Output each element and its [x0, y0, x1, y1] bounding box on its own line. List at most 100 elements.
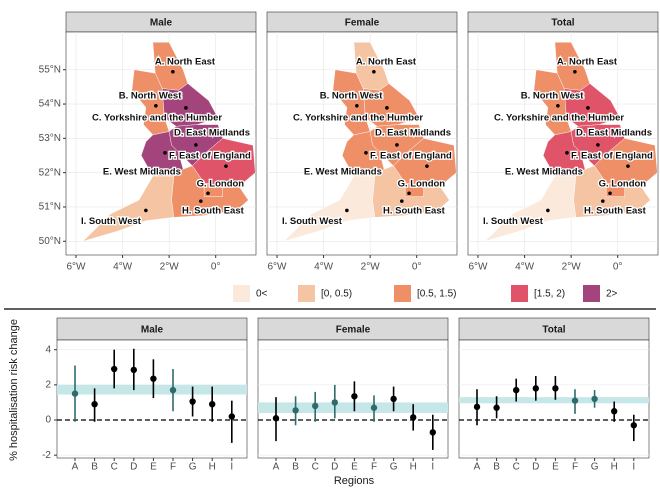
region-dot — [546, 208, 550, 213]
point — [630, 422, 637, 429]
point — [150, 375, 157, 382]
legend-swatch — [298, 285, 315, 302]
point — [312, 402, 319, 410]
region-label: D. East Midlands — [576, 127, 652, 138]
legend-swatch — [511, 285, 528, 302]
x-tick-label: 2°W — [160, 262, 180, 273]
y-tick-label: 0 — [45, 415, 51, 426]
x-tick-label: 0° — [412, 262, 422, 273]
strip-title: Female — [336, 325, 371, 336]
region-dot — [626, 164, 630, 168]
y-tick-label: 53°N — [39, 133, 61, 144]
point — [429, 429, 436, 436]
x-tick-label: E — [351, 462, 358, 473]
region-dot — [206, 191, 210, 196]
x-tick-label: I — [431, 462, 434, 473]
region-dot — [400, 199, 404, 203]
x-tick-label: 0° — [211, 262, 221, 273]
region-label: H. South East — [383, 206, 446, 217]
region-label: F. East of England — [571, 150, 653, 161]
x-tick-label: F — [170, 462, 176, 473]
region-label: B. North West — [320, 90, 383, 101]
x-tick-label: 4°W — [515, 262, 535, 273]
region-label: C. Yorkshire and the Humber — [293, 112, 423, 123]
x-tick-label: H — [410, 462, 417, 473]
x-tick-label: 2°W — [361, 262, 381, 273]
strip-title: Total — [551, 18, 574, 29]
region-label: D. East Midlands — [375, 127, 451, 138]
region-label: G. London — [197, 178, 245, 189]
x-tick-label: H — [209, 462, 216, 473]
region-dot — [425, 164, 429, 168]
region-dot — [355, 103, 359, 108]
x-tick-label: C — [513, 462, 520, 473]
point — [370, 404, 378, 411]
y-axis-title: % hospitalisation risk change — [8, 319, 20, 461]
x-tick-label: 6°W — [67, 262, 87, 273]
x-tick-label: A — [72, 462, 79, 473]
region — [362, 83, 420, 127]
point — [209, 400, 216, 408]
region-dot — [596, 143, 600, 147]
region — [484, 175, 577, 242]
point — [111, 365, 118, 373]
point — [513, 386, 520, 394]
point — [591, 395, 598, 403]
region-label: D. East Midlands — [174, 127, 250, 138]
region-label: F. East of England — [370, 150, 452, 161]
region-label: I. South West — [81, 216, 142, 227]
x-tick-label: B — [91, 462, 98, 473]
x-tick-label: G — [591, 462, 599, 473]
region-dot — [194, 143, 198, 147]
y-tick-label: 50°N — [39, 236, 61, 247]
y-tick-label: -2 — [42, 450, 51, 461]
region-label: G. London — [599, 178, 647, 189]
x-tick-label: G — [390, 462, 398, 473]
region-label: B. North West — [521, 90, 584, 101]
x-tick-label: E — [150, 462, 157, 473]
point — [331, 399, 338, 406]
point — [71, 390, 79, 397]
x-tick-label: 0° — [613, 262, 623, 273]
point — [493, 404, 500, 411]
x-axis-title: Regions — [334, 475, 375, 487]
strip-title: Male — [150, 18, 173, 29]
point — [130, 366, 137, 374]
point — [410, 414, 417, 421]
region-label: C. Yorkshire and the Humber — [494, 112, 624, 123]
region — [283, 175, 376, 242]
x-tick-label: A — [273, 462, 280, 473]
strip-title: Female — [345, 18, 380, 29]
region-label: A. North East — [557, 56, 618, 67]
region-label: I. South West — [483, 216, 544, 227]
region-label: A. North East — [155, 56, 216, 67]
legend-swatch — [583, 285, 600, 302]
x-tick-label: 6°W — [268, 262, 288, 273]
region-dot — [601, 199, 605, 203]
point — [228, 413, 235, 420]
x-tick-label: 2°W — [562, 262, 582, 273]
region-dot — [586, 106, 590, 110]
region — [82, 175, 175, 242]
region-dot — [556, 103, 560, 108]
legend-label: 0< — [256, 289, 268, 300]
x-tick-label: C — [312, 462, 319, 473]
region-dot — [199, 199, 203, 203]
region-label: G. London — [398, 178, 446, 189]
x-tick-label: A — [474, 462, 481, 473]
x-tick-label: 4°W — [314, 262, 334, 273]
region-label: I. South West — [282, 216, 343, 227]
point — [390, 395, 397, 403]
reference-band — [258, 402, 448, 413]
x-tick-label: C — [111, 462, 118, 473]
region-dot — [224, 164, 228, 168]
x-tick-label: D — [532, 462, 539, 473]
legend-swatch — [394, 285, 411, 302]
region-dot — [395, 143, 399, 147]
region-label: F. East of England — [169, 150, 251, 161]
legend-label: 2> — [606, 289, 618, 300]
y-tick-label: 51°N — [39, 202, 61, 213]
point — [91, 400, 98, 408]
region-dot — [163, 150, 167, 155]
point — [473, 403, 481, 411]
